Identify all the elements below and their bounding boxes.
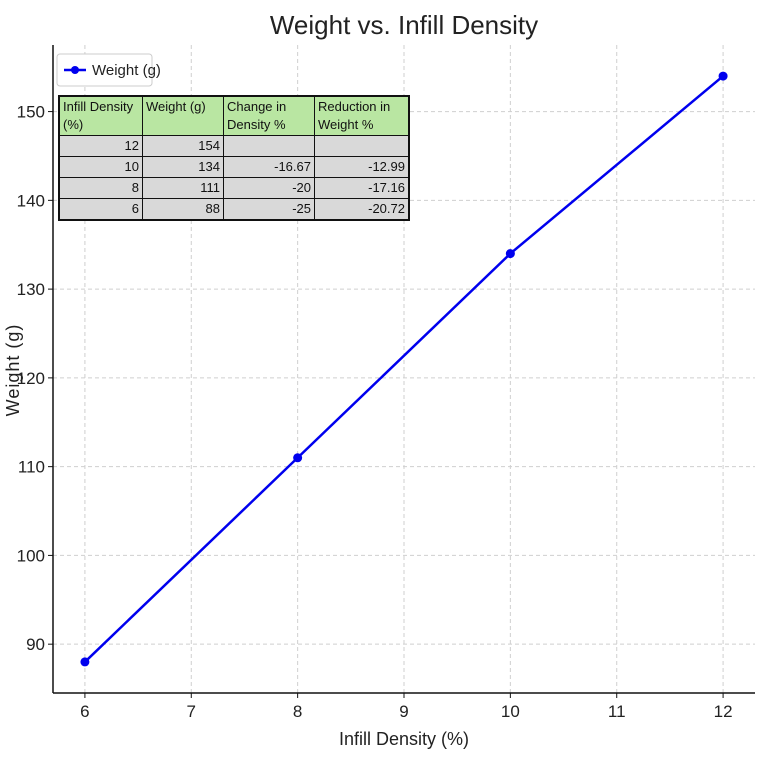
table-cell bbox=[314, 135, 410, 157]
series-layer bbox=[80, 71, 728, 667]
x-axis-label: Infill Density (%) bbox=[339, 729, 469, 749]
x-tick-label: 8 bbox=[293, 702, 302, 721]
data-point bbox=[505, 249, 515, 259]
table-header-cell: Weight (g) bbox=[142, 95, 224, 136]
y-tick-label: 100 bbox=[17, 546, 45, 565]
table-header-cell: Change in Density % bbox=[223, 95, 315, 136]
table-cell: 6 bbox=[58, 198, 143, 221]
table-header-cell: Infill Density (%) bbox=[58, 95, 143, 136]
y-tick-label: 110 bbox=[18, 458, 45, 477]
table-cell bbox=[223, 135, 315, 157]
table-cell: 111 bbox=[142, 177, 224, 199]
x-tick-label: 6 bbox=[80, 702, 89, 721]
y-axis-label: Weight (g) bbox=[3, 324, 23, 417]
table-cell: -17.16 bbox=[314, 177, 410, 199]
y-tick-label: 90 bbox=[26, 635, 45, 654]
table-cell: -12.99 bbox=[314, 156, 410, 178]
legend: Weight (g) bbox=[56, 53, 161, 87]
legend-point-marker bbox=[71, 66, 79, 74]
table-cell: -16.67 bbox=[223, 156, 315, 178]
legend-box bbox=[56, 53, 153, 87]
table-cell: 134 bbox=[142, 156, 224, 178]
table-cell: 88 bbox=[142, 198, 224, 221]
legend-entry-label: Weight (g) bbox=[92, 62, 161, 79]
table-cell: 12 bbox=[58, 135, 143, 157]
x-tick-label: 10 bbox=[501, 702, 520, 721]
table-header-row: Infill Density (%) Weight (g) Change in … bbox=[58, 95, 410, 136]
table-cell: -25 bbox=[223, 198, 315, 221]
table-cell: 154 bbox=[142, 135, 224, 157]
table-header-cell: Reduction in Weight % bbox=[314, 95, 410, 136]
y-tick-label: 140 bbox=[17, 191, 45, 210]
table-cell: 8 bbox=[58, 177, 143, 199]
y-tick-label: 130 bbox=[17, 280, 45, 299]
x-tick-label: 12 bbox=[714, 702, 733, 721]
y-axis-ticks: 90 100 110 120 130 140 150 bbox=[17, 103, 53, 654]
table-row: 10 134 -16.67 -12.99 bbox=[58, 156, 410, 178]
table-row: 8 111 -20 -17.16 bbox=[58, 177, 410, 199]
y-tick-label: 150 bbox=[17, 103, 45, 122]
x-tick-label: 11 bbox=[608, 702, 626, 721]
data-point bbox=[718, 71, 728, 81]
data-table: Infill Density (%) Weight (g) Change in … bbox=[58, 95, 410, 221]
series-line bbox=[84, 75, 724, 663]
data-point bbox=[80, 657, 90, 667]
x-axis-ticks: 6 7 8 9 10 11 12 bbox=[80, 693, 733, 721]
data-point bbox=[293, 453, 303, 463]
table-cell: -20 bbox=[223, 177, 315, 199]
table-row: 6 88 -25 -20.72 bbox=[58, 198, 410, 221]
y-tick-label: 120 bbox=[17, 369, 45, 388]
table-cell: 10 bbox=[58, 156, 143, 178]
x-tick-label: 9 bbox=[399, 702, 408, 721]
table-cell: -20.72 bbox=[314, 198, 410, 221]
chart-title: Weight vs. Infill Density bbox=[270, 10, 538, 40]
x-tick-label: 7 bbox=[187, 702, 196, 721]
table-row: 12 154 bbox=[58, 135, 410, 157]
